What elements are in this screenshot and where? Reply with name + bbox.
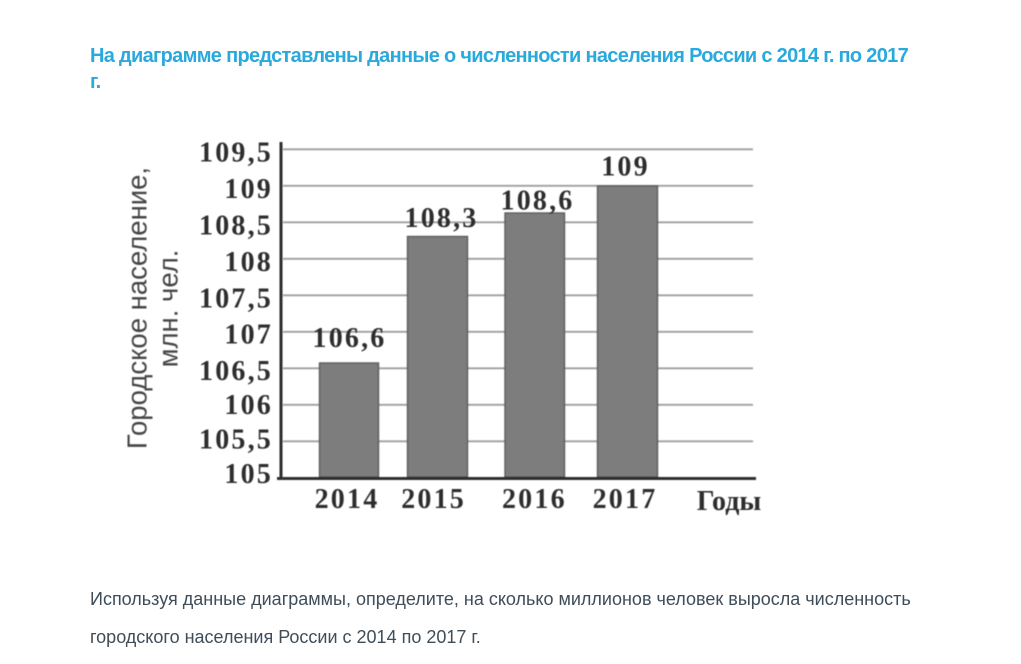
svg-text:105,5: 105,5 — [199, 425, 273, 456]
svg-text:108,3: 108,3 — [405, 203, 479, 234]
svg-text:107: 107 — [224, 320, 273, 351]
svg-text:106: 106 — [224, 390, 273, 421]
svg-text:2015: 2015 — [401, 484, 466, 515]
svg-text:Городское население,: Городское население, — [122, 167, 153, 449]
svg-text:108,6: 108,6 — [501, 186, 575, 217]
svg-text:109: 109 — [601, 152, 650, 183]
svg-text:2017: 2017 — [593, 484, 658, 515]
svg-text:107,5: 107,5 — [199, 284, 273, 315]
svg-text:млн. чел.: млн. чел. — [153, 250, 184, 368]
svg-text:109: 109 — [224, 174, 273, 205]
svg-text:108: 108 — [224, 247, 273, 278]
svg-text:106,5: 106,5 — [199, 356, 273, 387]
svg-text:2014: 2014 — [315, 484, 380, 515]
svg-text:108,5: 108,5 — [199, 211, 273, 242]
svg-text:105: 105 — [224, 459, 273, 490]
svg-text:Годы: Годы — [697, 486, 762, 517]
svg-text:2016: 2016 — [502, 484, 567, 515]
svg-text:106,6: 106,6 — [313, 323, 387, 354]
svg-text:109,5: 109,5 — [199, 138, 273, 169]
